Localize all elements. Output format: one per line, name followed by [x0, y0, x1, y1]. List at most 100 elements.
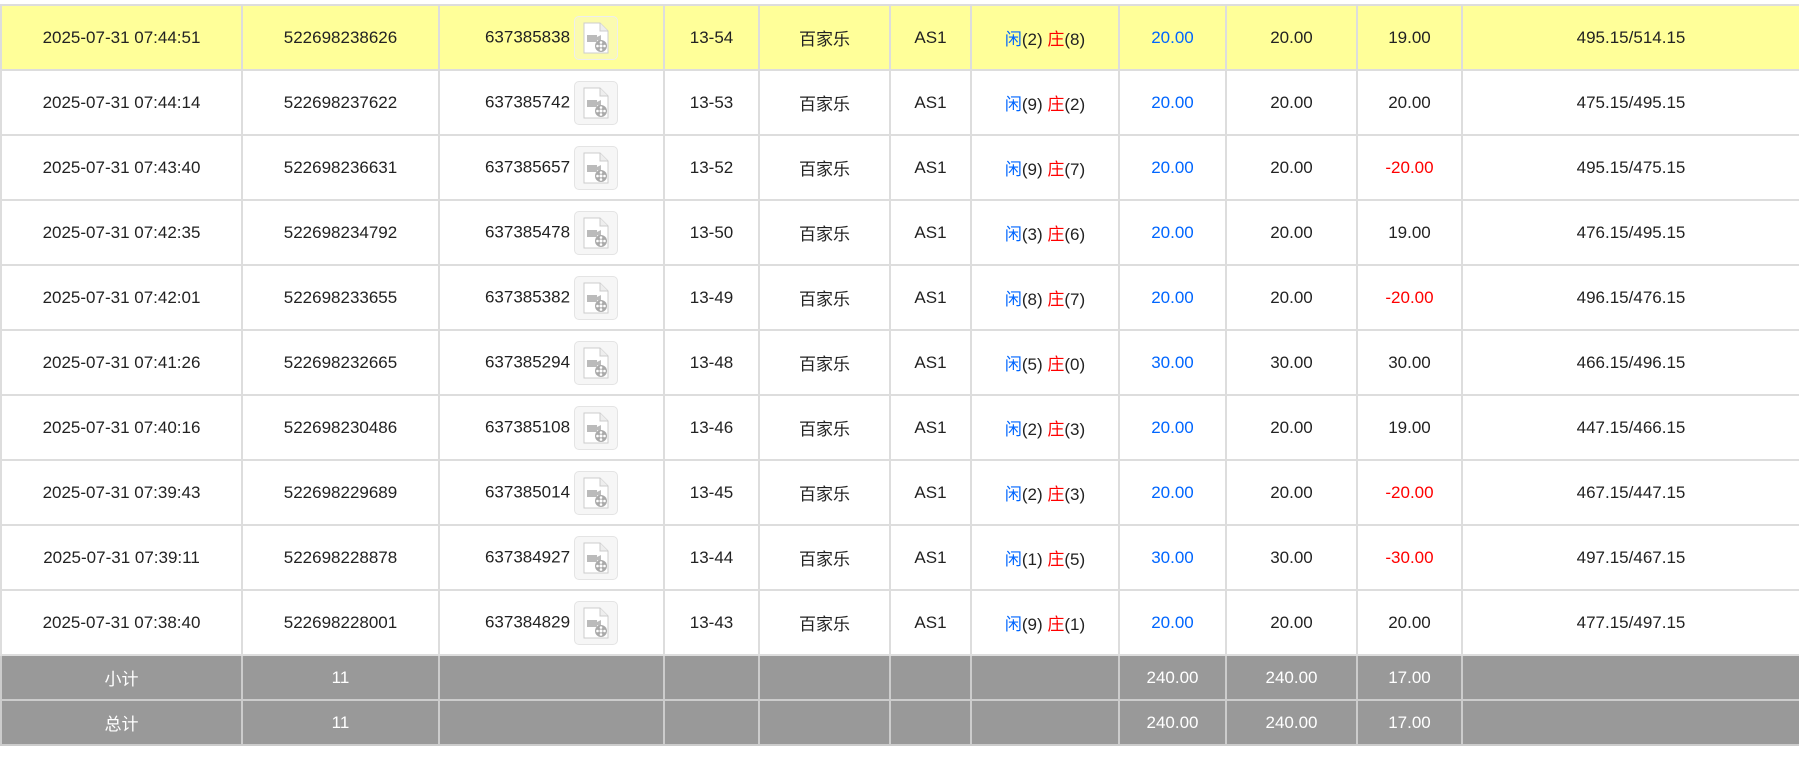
- bet-time: 2025-07-31 07:44:14: [0, 69, 243, 136]
- bet-id: 522698238626: [241, 4, 440, 71]
- video-file-icon[interactable]: [574, 15, 619, 60]
- video-file-icon[interactable]: [574, 275, 619, 320]
- video-file-icon[interactable]: [574, 600, 619, 645]
- balance: 447.15/466.15: [1461, 394, 1799, 461]
- bet-time: 2025-07-31 07:44:51: [0, 4, 243, 71]
- bet-amount: 20.00: [1118, 264, 1227, 331]
- round-id-cell: 637385294: [438, 329, 665, 396]
- room: AS1: [889, 459, 972, 526]
- bet-amount: 20.00: [1118, 4, 1227, 71]
- subtotal-bet: 240.00: [1118, 654, 1227, 701]
- room: AS1: [889, 4, 972, 71]
- bet-amount: 20.00: [1118, 199, 1227, 266]
- video-file-icon[interactable]: [574, 405, 619, 450]
- result: 闲(9) 庄(7): [970, 134, 1120, 201]
- player-label: 闲: [1004, 95, 1022, 114]
- banker-label: 庄: [1047, 485, 1065, 504]
- video-file-icon[interactable]: [574, 340, 619, 385]
- bet-time: 2025-07-31 07:38:40: [0, 589, 243, 656]
- banker-score: (6): [1064, 225, 1086, 244]
- result: 闲(9) 庄(1): [970, 589, 1120, 656]
- total-win: 17.00: [1356, 699, 1463, 746]
- valid-amount: 20.00: [1225, 134, 1358, 201]
- valid-amount: 20.00: [1225, 459, 1358, 526]
- bet-amount: 20.00: [1118, 134, 1227, 201]
- table-row: 2025-07-31 07:44:51 522698238626 6373858…: [0, 4, 1799, 71]
- table-number: 13-48: [663, 329, 760, 396]
- total-row: 总计 11 240.00 240.00 17.00: [0, 699, 1799, 746]
- subtotal-valid: 240.00: [1225, 654, 1358, 701]
- player-label: 闲: [1004, 30, 1022, 49]
- player-label: 闲: [1004, 615, 1022, 634]
- video-file-icon[interactable]: [574, 210, 619, 255]
- balance: 495.15/475.15: [1461, 134, 1799, 201]
- player-score: (9): [1021, 615, 1043, 634]
- total-valid: 240.00: [1225, 699, 1358, 746]
- room: AS1: [889, 199, 972, 266]
- banker-score: (0): [1064, 355, 1086, 374]
- bet-time: 2025-07-31 07:41:26: [0, 329, 243, 396]
- round-id: 637385108: [484, 416, 571, 436]
- valid-amount: 20.00: [1225, 589, 1358, 656]
- bet-time: 2025-07-31 07:43:40: [0, 134, 243, 201]
- banker-score: (3): [1064, 420, 1086, 439]
- player-score: (8): [1021, 290, 1043, 309]
- table-row: 2025-07-31 07:42:01 522698233655 6373853…: [0, 264, 1799, 331]
- bet-time: 2025-07-31 07:39:11: [0, 524, 243, 591]
- round-id: 637385014: [484, 481, 571, 501]
- balance: 475.15/495.15: [1461, 69, 1799, 136]
- game-name: 百家乐: [758, 459, 891, 526]
- round-id: 637385294: [484, 351, 571, 371]
- round-id-cell: 637385382: [438, 264, 665, 331]
- table-number: 13-52: [663, 134, 760, 201]
- round-id-cell: 637385657: [438, 134, 665, 201]
- player-score: (5): [1021, 355, 1043, 374]
- video-file-icon[interactable]: [574, 470, 619, 515]
- valid-amount: 20.00: [1225, 264, 1358, 331]
- bet-amount: 30.00: [1118, 329, 1227, 396]
- banker-score: (7): [1064, 290, 1086, 309]
- room: AS1: [889, 394, 972, 461]
- video-file-icon[interactable]: [574, 535, 619, 580]
- video-file-icon[interactable]: [574, 80, 619, 125]
- win-amount: 19.00: [1356, 394, 1463, 461]
- balance: 495.15/514.15: [1461, 4, 1799, 71]
- bet-amount: 20.00: [1118, 459, 1227, 526]
- bet-id: 522698236631: [241, 134, 440, 201]
- room: AS1: [889, 589, 972, 656]
- table-number: 13-45: [663, 459, 760, 526]
- table-row: 2025-07-31 07:38:40 522698228001 6373848…: [0, 589, 1799, 656]
- table-number: 13-54: [663, 4, 760, 71]
- valid-amount: 30.00: [1225, 329, 1358, 396]
- player-label: 闲: [1004, 485, 1022, 504]
- total-label: 总计: [0, 699, 243, 746]
- balance: 467.15/447.15: [1461, 459, 1799, 526]
- video-file-icon[interactable]: [574, 145, 619, 190]
- round-id-cell: 637384829: [438, 589, 665, 656]
- win-amount: -20.00: [1356, 264, 1463, 331]
- game-name: 百家乐: [758, 394, 891, 461]
- result: 闲(2) 庄(3): [970, 394, 1120, 461]
- player-label: 闲: [1004, 225, 1022, 244]
- round-id-cell: 637385838: [438, 4, 665, 71]
- game-name: 百家乐: [758, 264, 891, 331]
- table-number: 13-49: [663, 264, 760, 331]
- player-label: 闲: [1004, 420, 1022, 439]
- valid-amount: 30.00: [1225, 524, 1358, 591]
- banker-label: 庄: [1047, 355, 1065, 374]
- result: 闲(8) 庄(7): [970, 264, 1120, 331]
- table-row: 2025-07-31 07:39:11 522698228878 6373849…: [0, 524, 1799, 591]
- table-row: 2025-07-31 07:43:40 522698236631 6373856…: [0, 134, 1799, 201]
- banker-score: (1): [1064, 615, 1086, 634]
- bet-id: 522698232665: [241, 329, 440, 396]
- win-amount: 30.00: [1356, 329, 1463, 396]
- room: AS1: [889, 134, 972, 201]
- player-score: (2): [1021, 30, 1043, 49]
- subtotal-count: 11: [241, 654, 440, 701]
- banker-label: 庄: [1047, 160, 1065, 179]
- round-id: 637385838: [484, 26, 571, 46]
- player-score: (2): [1021, 420, 1043, 439]
- balance: 477.15/497.15: [1461, 589, 1799, 656]
- table-row: 2025-07-31 07:41:26 522698232665 6373852…: [0, 329, 1799, 396]
- valid-amount: 20.00: [1225, 4, 1358, 71]
